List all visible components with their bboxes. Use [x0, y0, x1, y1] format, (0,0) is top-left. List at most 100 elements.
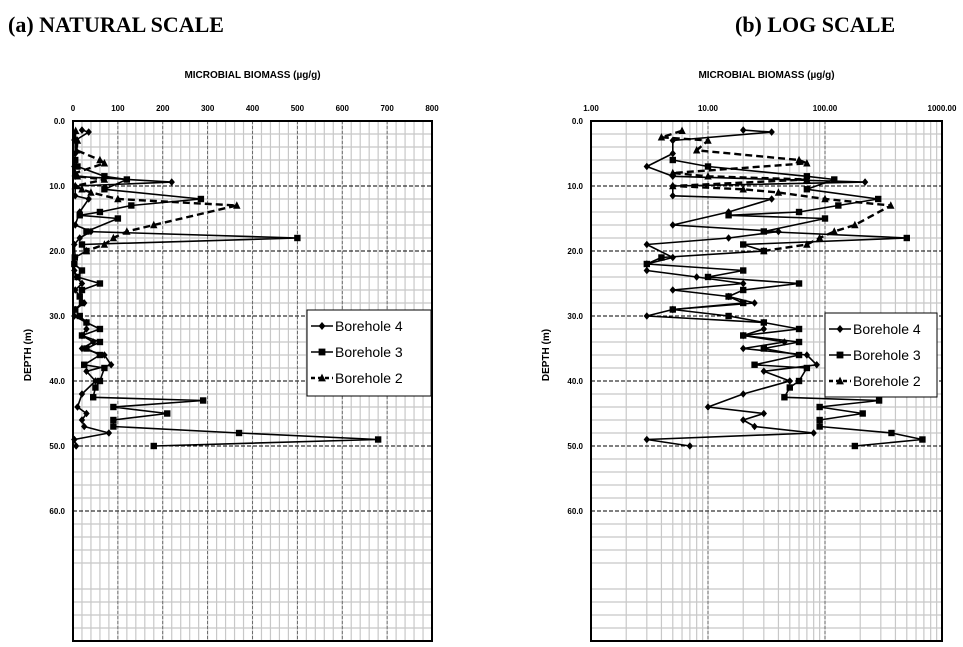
- data-point: [861, 178, 869, 186]
- data-point: [919, 436, 926, 443]
- data-point: [643, 162, 651, 171]
- y-tick-label: 20.0: [567, 247, 583, 256]
- data-point: [96, 280, 104, 287]
- data-point: [751, 422, 758, 431]
- data-point: [669, 306, 676, 313]
- data-point: [110, 416, 117, 424]
- data-point: [114, 215, 122, 222]
- data-point: [78, 344, 86, 353]
- data-point: [85, 128, 92, 136]
- data-point: [71, 260, 78, 268]
- data-point: [669, 191, 676, 200]
- legend-label: Borehole 4: [335, 318, 403, 334]
- data-point: [74, 163, 81, 170]
- data-point: [78, 286, 86, 294]
- x-tick-label: 400: [246, 104, 260, 113]
- data-point: [83, 319, 90, 326]
- x-tick-label: 600: [336, 104, 350, 113]
- data-point: [76, 312, 83, 320]
- data-point: [78, 332, 86, 339]
- data-point: [795, 325, 803, 333]
- data-point: [836, 325, 844, 333]
- data-point: [760, 325, 768, 333]
- data-point: [725, 293, 732, 300]
- data-point: [760, 409, 768, 418]
- data-point: [740, 267, 747, 274]
- x-tick-label: 0: [71, 104, 76, 113]
- data-point: [810, 429, 817, 437]
- data-point: [760, 319, 768, 326]
- legend-label: Borehole 2: [853, 373, 921, 389]
- data-point: [72, 286, 79, 294]
- data-point: [803, 351, 811, 359]
- data-point: [669, 221, 676, 229]
- data-point: [704, 163, 712, 170]
- data-point: [760, 367, 768, 376]
- data-point: [76, 234, 83, 242]
- x-tick-label: 10.00: [698, 104, 719, 113]
- data-point: [903, 234, 910, 242]
- data-point: [875, 397, 883, 404]
- data-point: [786, 377, 793, 385]
- data-point: [199, 397, 207, 404]
- data-point: [816, 423, 823, 430]
- data-point: [101, 364, 108, 372]
- data-point: [78, 185, 86, 193]
- data-point: [197, 195, 205, 203]
- data-point: [669, 136, 676, 145]
- data-point: [89, 394, 97, 401]
- chart-b: 1.00 10.00 100.00 1000.00 0.0 10.0 20.0 30.0 40.…: [541, 70, 957, 642]
- y-tick-label: 50.0: [49, 442, 65, 451]
- x-tick-label: 200: [156, 104, 170, 113]
- x-tick-label: 500: [291, 104, 305, 113]
- x-tick-label: 700: [380, 104, 394, 113]
- data-point: [83, 228, 90, 235]
- data-point: [835, 202, 842, 209]
- x-axis-title: MICROBIAL BIOMASS (µg/g): [184, 70, 320, 81]
- data-point: [643, 266, 651, 275]
- data-point: [887, 201, 895, 209]
- data-point: [96, 377, 104, 385]
- data-point: [795, 377, 803, 385]
- data-point: [81, 422, 88, 431]
- data-point: [92, 384, 99, 391]
- data-point: [81, 361, 88, 368]
- data-point: [76, 212, 83, 219]
- data-point: [74, 273, 81, 281]
- data-point: [374, 436, 382, 443]
- x-axis-title: MICROBIAL BIOMASS (µg/g): [698, 70, 834, 81]
- data-point: [803, 240, 811, 248]
- y-tick-label: 40.0: [49, 377, 65, 386]
- data-point: [669, 168, 677, 177]
- data-point: [795, 351, 803, 359]
- data-point: [83, 367, 90, 376]
- data-point: [740, 299, 747, 307]
- data-point: [78, 267, 86, 274]
- data-point: [78, 390, 86, 398]
- data-point: [760, 228, 768, 235]
- data-point: [768, 195, 775, 203]
- y-tick-label: 40.0: [567, 377, 583, 386]
- data-point: [704, 136, 712, 144]
- y-tick-label: 10.0: [567, 182, 583, 191]
- data-point: [71, 181, 79, 190]
- data-point: [740, 344, 747, 353]
- data-point: [78, 416, 86, 424]
- data-point: [669, 181, 677, 190]
- data-point: [657, 133, 666, 141]
- x-tick-label: 800: [425, 104, 439, 113]
- data-point: [73, 172, 82, 180]
- data-point: [803, 175, 811, 183]
- data-point: [795, 155, 803, 164]
- data-point: [658, 254, 665, 261]
- data-point: [704, 273, 712, 281]
- series-borehole-3: [71, 156, 382, 450]
- data-point: [71, 266, 78, 275]
- data-point: [816, 416, 823, 424]
- data-point: [821, 215, 829, 222]
- data-point: [87, 188, 95, 196]
- data-point: [643, 260, 651, 268]
- data-point: [851, 220, 859, 229]
- data-point: [725, 234, 732, 242]
- data-point: [294, 234, 301, 242]
